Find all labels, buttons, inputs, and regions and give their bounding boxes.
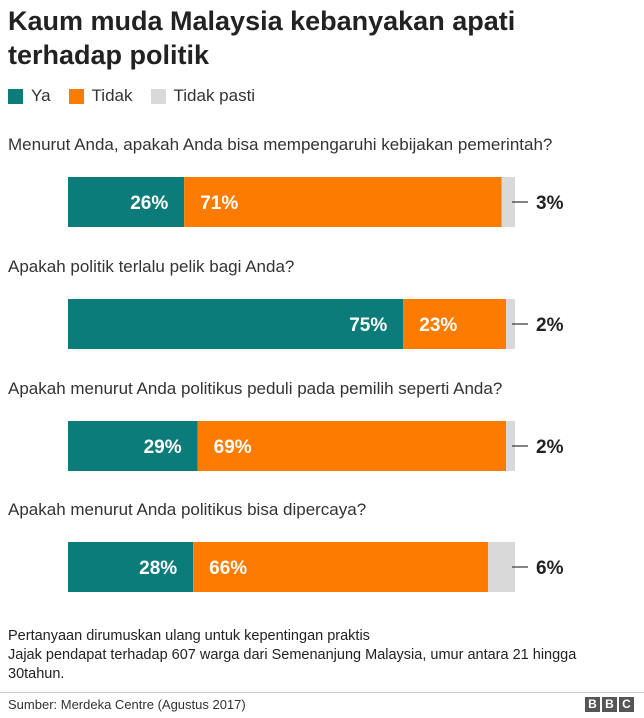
- data-label-ya: 29%: [144, 437, 182, 458]
- data-label-tidak-pasti: 6%: [536, 558, 564, 579]
- question-label: Apakah menurut Anda politikus bisa diper…: [8, 500, 366, 519]
- bbc-logo: B B C: [583, 697, 634, 712]
- bar-segment-tidak-pasti: [488, 542, 515, 592]
- data-label-ya: 75%: [349, 315, 387, 336]
- question-label: Apakah politik terlalu pelik bagi Anda?: [8, 257, 294, 276]
- data-label-tidak: 23%: [419, 315, 457, 336]
- note-line: Jajak pendapat terhadap 607 warga dari S…: [8, 646, 628, 684]
- note-line: Pertanyaan dirumuskan ulang untuk kepent…: [8, 627, 628, 646]
- question-label: Apakah menurut Anda politikus peduli pad…: [8, 379, 502, 398]
- bbc-logo-block: B: [602, 697, 617, 712]
- data-label-tidak-pasti: 3%: [536, 193, 564, 214]
- bbc-logo-block: C: [619, 697, 634, 712]
- data-label-ya: 26%: [130, 193, 168, 214]
- question-label: Menurut Anda, apakah Anda bisa mempengar…: [8, 135, 552, 154]
- stacked-bar-chart: Menurut Anda, apakah Anda bisa mempengar…: [0, 0, 644, 620]
- data-label-tidak: 69%: [214, 437, 252, 458]
- data-label-tidak-pasti: 2%: [536, 437, 564, 458]
- source-text: Sumber: Merdeka Centre (Agustus 2017): [8, 697, 246, 712]
- chart-notes: Pertanyaan dirumuskan ulang untuk kepent…: [8, 627, 628, 684]
- data-label-tidak: 71%: [200, 193, 238, 214]
- footer-divider: [0, 692, 644, 693]
- data-label-ya: 28%: [139, 558, 177, 579]
- bbc-logo-block: B: [585, 697, 600, 712]
- data-label-tidak: 66%: [209, 558, 247, 579]
- data-label-tidak-pasti: 2%: [536, 315, 564, 336]
